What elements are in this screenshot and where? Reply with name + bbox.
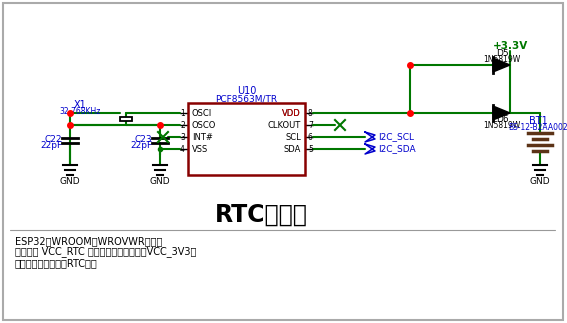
Text: 1: 1 [180, 109, 185, 118]
Polygon shape [365, 144, 375, 154]
Text: BT1: BT1 [528, 116, 547, 126]
Text: PCF8563M/TR: PCF8563M/TR [215, 95, 278, 103]
Text: 32.768KHz: 32.768KHz [60, 108, 101, 117]
Polygon shape [493, 106, 510, 120]
Text: 7: 7 [308, 120, 313, 130]
Text: I2C_SCL: I2C_SCL [378, 132, 414, 141]
Text: +3.3V: +3.3V [492, 41, 528, 51]
Polygon shape [365, 132, 375, 142]
Text: INT#: INT# [192, 132, 213, 141]
Text: VDD: VDD [282, 109, 301, 118]
Text: 并没有将 VCC_RTC 引出，而是直接接到了VCC_3V3上: 并没有将 VCC_RTC 引出，而是直接接到了VCC_3V3上 [15, 246, 196, 257]
Text: 低功耗计时需要外挂RTC芯片: 低功耗计时需要外挂RTC芯片 [15, 258, 98, 268]
Text: SCL: SCL [285, 132, 301, 141]
Text: ESP32的WROOM和WROVWR模组，: ESP32的WROOM和WROVWR模组， [15, 236, 162, 246]
Text: OSCO: OSCO [192, 120, 217, 130]
Text: D6: D6 [496, 116, 508, 124]
Text: GND: GND [60, 178, 81, 186]
Text: VDD: VDD [282, 109, 301, 118]
Bar [120, 117, 132, 121]
Text: OSCI: OSCI [192, 109, 212, 118]
Bar [188, 103, 305, 175]
Text: D5: D5 [496, 48, 508, 57]
Text: SDA: SDA [284, 144, 301, 153]
Text: RTC万年历: RTC万年历 [215, 203, 308, 227]
Text: BS-12-B2AA002: BS-12-B2AA002 [508, 123, 567, 132]
Text: I2C_SDA: I2C_SDA [378, 144, 416, 153]
Text: C22: C22 [44, 134, 62, 143]
Text: VSS: VSS [192, 144, 208, 153]
Text: 4: 4 [180, 144, 185, 153]
Text: 8: 8 [308, 109, 313, 118]
Text: 2: 2 [180, 120, 185, 130]
Text: 1N5819W: 1N5819W [484, 121, 521, 130]
Text: GND: GND [530, 178, 551, 186]
Text: 3: 3 [180, 132, 185, 141]
Text: X1: X1 [74, 100, 86, 110]
Text: C23: C23 [134, 134, 152, 143]
Text: 6: 6 [308, 132, 313, 141]
Text: GND: GND [150, 178, 170, 186]
Text: 1N5819W: 1N5819W [484, 55, 521, 64]
Text: 22pF: 22pF [40, 141, 62, 151]
Text: U10: U10 [237, 86, 256, 96]
Text: CLKOUT: CLKOUT [268, 120, 301, 130]
Text: 5: 5 [308, 144, 313, 153]
Text: 22pF: 22pF [130, 141, 152, 151]
Polygon shape [493, 58, 510, 72]
